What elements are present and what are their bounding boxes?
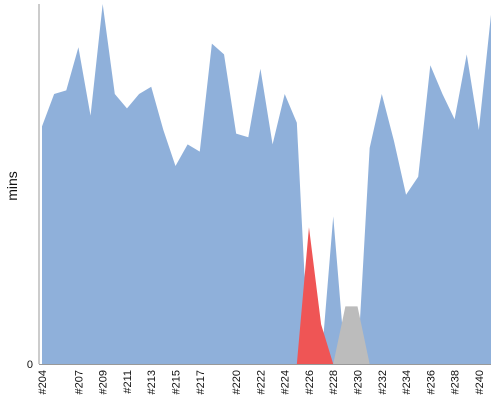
x-tick-label: #215: [170, 370, 182, 394]
x-tick-label: #240: [474, 370, 486, 394]
x-tick-label: #234: [401, 370, 413, 394]
x-tick-label: #228: [328, 370, 340, 394]
x-tick-label: #204: [37, 370, 49, 394]
x-tick-label: #211: [122, 370, 134, 394]
area-series-success: [42, 4, 491, 364]
chart-areas: [42, 4, 491, 364]
y-tick-label: 0: [27, 359, 33, 371]
y-axis-label: mins: [4, 171, 20, 201]
x-tick-label: #226: [304, 370, 316, 394]
x-tick-label: #230: [353, 370, 365, 394]
x-tick-label: #220: [231, 370, 243, 394]
x-tick-labels: #204 #207 #209 #211 #213 #215 #217 #220 #222 #224…: [37, 370, 486, 394]
x-tick-label: #209: [98, 370, 110, 394]
x-tick-label: #213: [146, 370, 158, 394]
x-tick-label: #238: [450, 370, 462, 394]
x-tick-label: #217: [195, 370, 207, 394]
x-tick-label: #207: [73, 370, 85, 394]
x-tick-label: #222: [255, 370, 267, 394]
x-tick-label: #224: [280, 370, 292, 394]
x-tick-label: #232: [377, 370, 389, 394]
x-tick-label: #236: [425, 370, 437, 394]
